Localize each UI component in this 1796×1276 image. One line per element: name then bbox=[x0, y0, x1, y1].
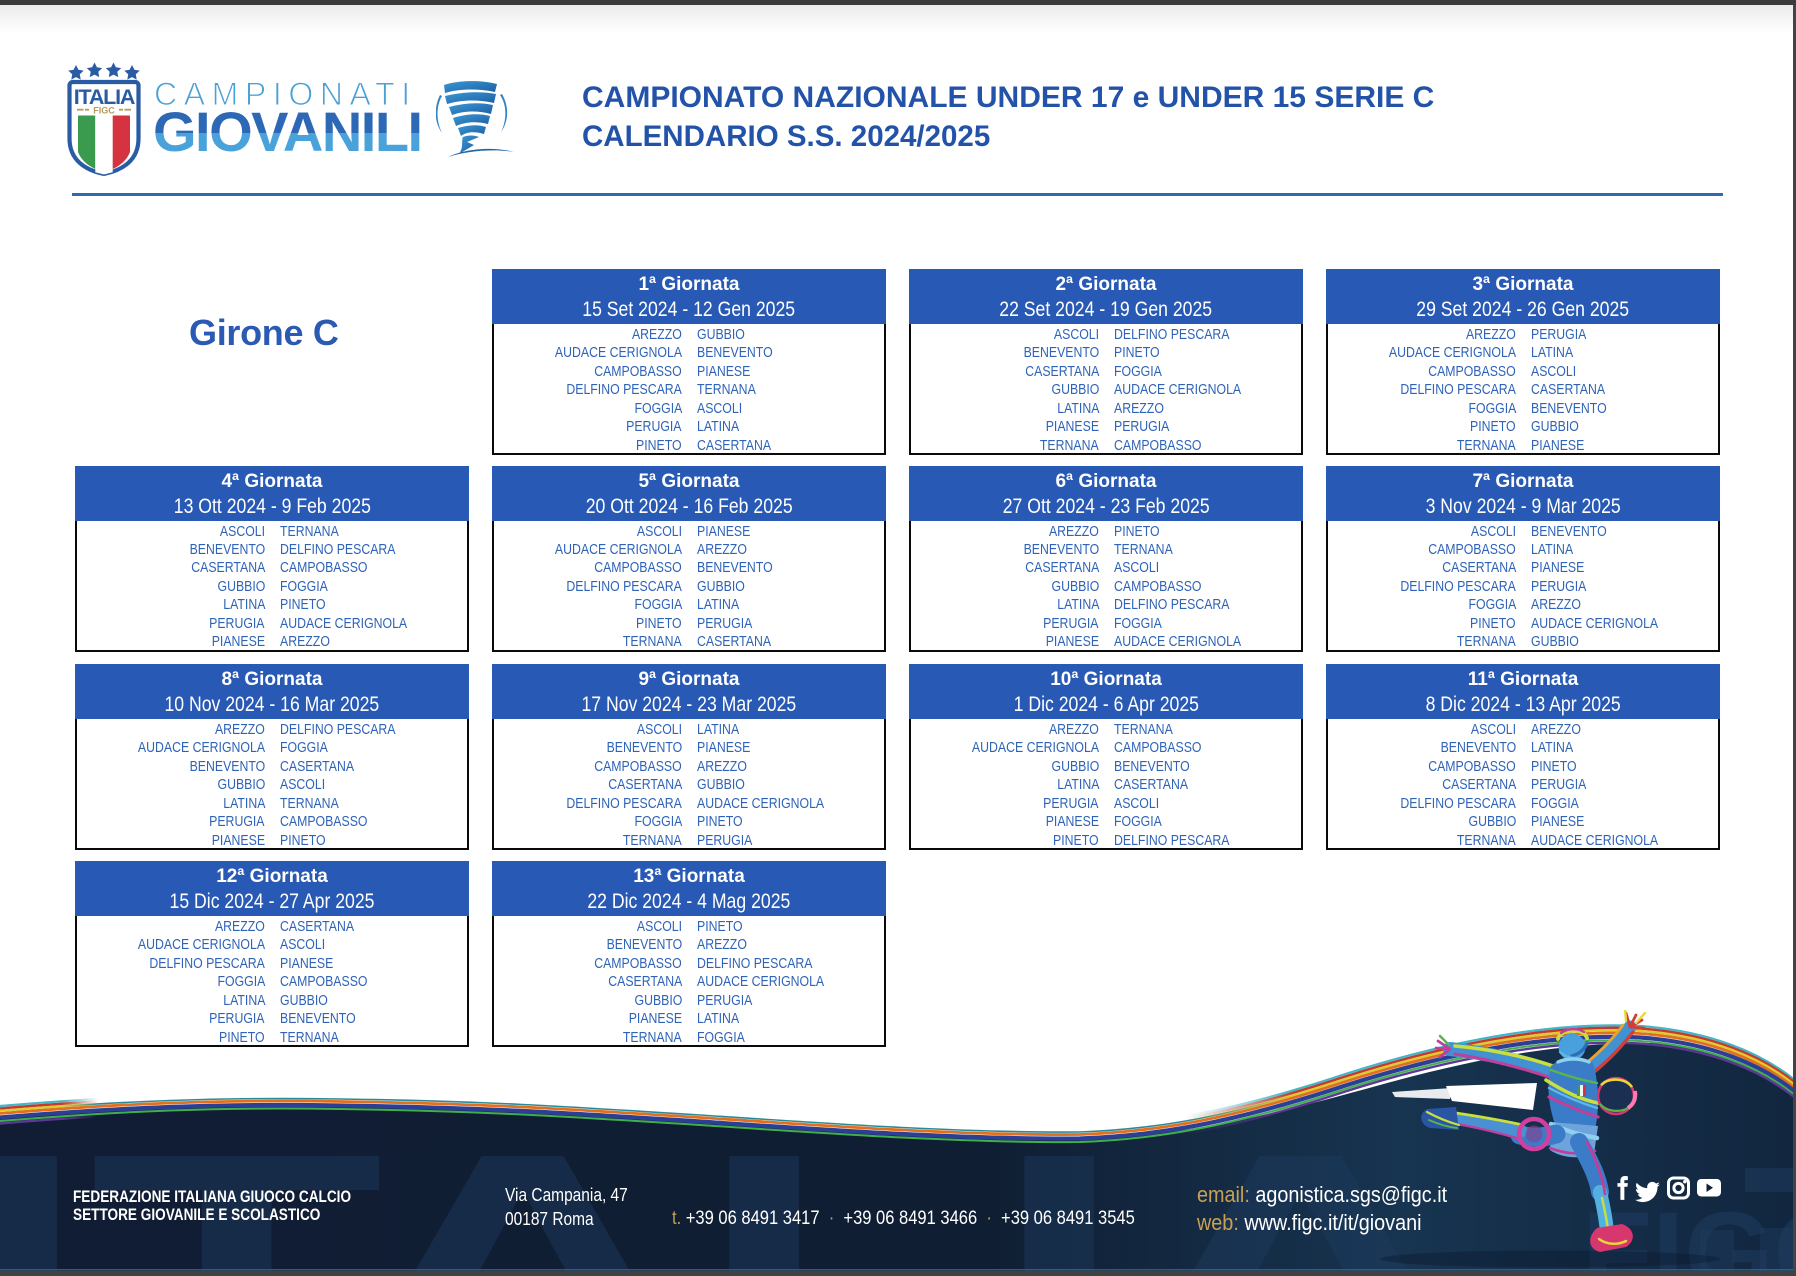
svg-text:ITALIA: ITALIA bbox=[74, 85, 135, 109]
svg-text:FIGC: FIGC bbox=[93, 106, 115, 116]
